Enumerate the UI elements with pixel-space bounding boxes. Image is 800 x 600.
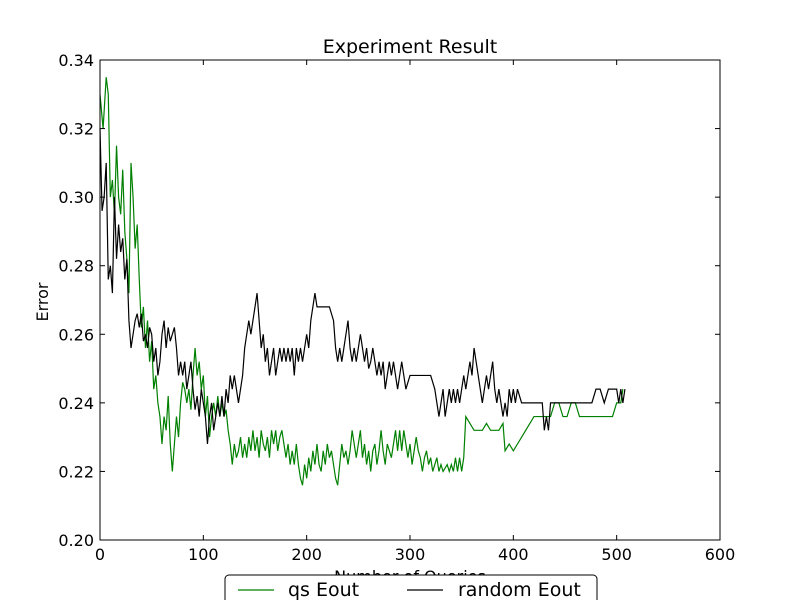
legend: qs Eout random Eout bbox=[224, 574, 598, 600]
y-tick-label: 0.26 bbox=[58, 325, 94, 344]
x-tick-label: 300 bbox=[395, 545, 426, 564]
y-tick-label: 0.22 bbox=[58, 462, 94, 481]
legend-label-qs-eout: qs Eout bbox=[288, 579, 359, 600]
series-line-qs-eout bbox=[99, 77, 624, 486]
ticks-layer: 0 100 200 300 400 500 600 0.20 0.22 0.24 0.26 0.28 0… bbox=[58, 51, 735, 564]
x-tick-label: 500 bbox=[601, 545, 632, 564]
x-tick-label: 600 bbox=[705, 545, 736, 564]
legend-box bbox=[224, 574, 598, 600]
legend-label-random-eout: random Eout bbox=[458, 579, 581, 600]
y-tick-label: 0.34 bbox=[58, 51, 94, 70]
x-tick-label: 0 bbox=[95, 545, 105, 564]
x-tick-label: 400 bbox=[498, 545, 529, 564]
y-tick-label: 0.20 bbox=[58, 531, 94, 550]
chart-title: Experiment Result bbox=[323, 36, 498, 58]
x-tick-label: 100 bbox=[188, 545, 219, 564]
x-tick-label: 200 bbox=[291, 545, 322, 564]
y-tick-label: 0.32 bbox=[58, 120, 94, 139]
y-tick-label: 0.28 bbox=[58, 257, 94, 276]
y-tick-label: 0.30 bbox=[58, 188, 94, 207]
series-line-random-eout bbox=[99, 128, 626, 445]
series-layer bbox=[99, 77, 626, 486]
y-axis-label: Error bbox=[33, 282, 52, 321]
y-tick-label: 0.24 bbox=[58, 394, 94, 413]
